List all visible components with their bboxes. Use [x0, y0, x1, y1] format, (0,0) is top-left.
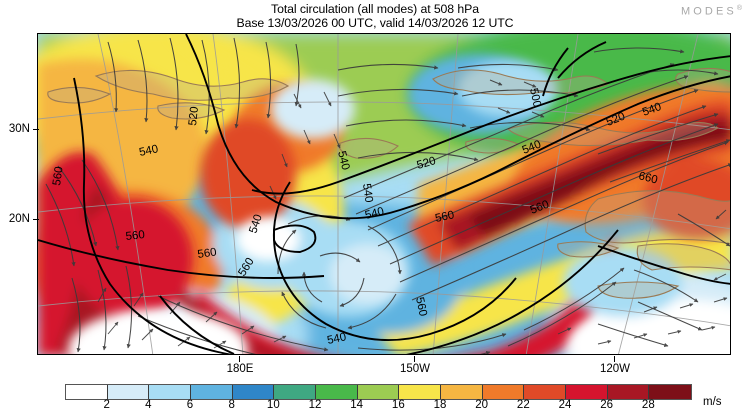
- colorbar-tick-8: 8: [228, 399, 235, 411]
- contour-label-540: 540: [364, 206, 386, 222]
- x-axis-label-120w: 120W: [599, 363, 631, 375]
- colorbar-segment-16-18: [399, 385, 441, 399]
- contour-label-560: 560: [413, 296, 429, 317]
- y-axis-label-30n: 30N: [8, 123, 30, 135]
- colorbar-segment-2-4: [107, 385, 150, 399]
- contour-label-520: 520: [187, 106, 201, 126]
- colorbar-segment-22-24: [524, 385, 566, 399]
- x-axis-label-180e: 180E: [226, 363, 254, 375]
- x-axis-tick: [239, 356, 241, 362]
- contour-label-660: 660: [637, 170, 659, 186]
- colorbar-unit-label: m/s: [703, 396, 722, 408]
- contour-label-560: 560: [434, 209, 455, 225]
- colorbar-tick-6: 6: [186, 399, 194, 411]
- x-axis-label-150w: 150W: [399, 363, 431, 375]
- colorbar-tick-18: 18: [433, 399, 447, 411]
- colorbar-segment-18-20: [440, 385, 483, 399]
- y-axis-tick: [33, 129, 39, 131]
- colorbar-tick-16: 16: [391, 399, 405, 411]
- colorbar-tick-12: 12: [308, 399, 322, 411]
- x-axis-tick: [614, 356, 616, 362]
- brand-logo: MODES®: [681, 5, 742, 18]
- y-axis-tick: [33, 219, 39, 221]
- geopotential-contours: [38, 34, 730, 354]
- page-title: Total circulation (all modes) at 508 hPa: [271, 2, 479, 16]
- y-axis-label-20n: 20N: [8, 213, 30, 225]
- colorbar-segment-8-10: [232, 385, 275, 399]
- chart-title-block: Total circulation (all modes) at 508 hPa…: [0, 2, 750, 30]
- contour-label-540: 540: [360, 183, 375, 204]
- colorbar-tick-28: 28: [641, 399, 655, 411]
- x-axis-tick: [414, 356, 416, 362]
- colorbar-segment-28-30: [649, 385, 691, 399]
- colorbar-segment-20-22: [482, 385, 525, 399]
- colorbar: [65, 384, 692, 400]
- contour-labels: 560 560 560 560 540 540 540 540 540 540 …: [51, 87, 663, 347]
- contour-label-560: 560: [51, 166, 66, 187]
- colorbar-segment-4-6: [149, 385, 191, 399]
- contour-label-540: 540: [335, 150, 351, 172]
- colorbar-tick-10: 10: [266, 399, 280, 411]
- colorbar-tick-2: 2: [103, 399, 110, 411]
- wind-speed-field: 560 560 560 560 540 540 540 540 540 540 …: [38, 34, 730, 354]
- colorbar-segment-6-8: [190, 385, 233, 399]
- contour-label-500: 500: [527, 87, 543, 108]
- colorbar-tick-22: 22: [516, 399, 530, 411]
- contour-label-540: 540: [247, 213, 264, 235]
- page-subtitle: Base 13/03/2026 00 UTC, valid 14/03/2026…: [236, 16, 514, 30]
- colorbar-tick-20: 20: [475, 399, 489, 411]
- brand-text: MODES: [680, 5, 737, 18]
- wind-barbs: [97, 79, 728, 349]
- colorbar-tick-24: 24: [558, 399, 572, 411]
- brand-registered-mark: ®: [736, 5, 742, 12]
- colorbar-segment-14-16: [357, 385, 400, 399]
- colorbar-segment-0-2: [66, 385, 108, 399]
- contour-label-540: 540: [138, 143, 159, 159]
- contour-label-560: 560: [125, 229, 145, 243]
- colorbar-segment-24-26: [565, 385, 608, 399]
- map-plot-area: 560 560 560 560 540 540 540 540 540 540 …: [37, 33, 731, 355]
- colorbar-segment-10-12: [274, 385, 316, 399]
- contour-label-540: 540: [326, 331, 347, 347]
- streamlines: [45, 37, 730, 354]
- colorbar-segment-26-28: [607, 385, 650, 399]
- contour-label-560: 560: [197, 246, 218, 261]
- colorbar-tick-4: 4: [145, 399, 152, 411]
- colorbar-tick-26: 26: [600, 399, 614, 411]
- colorbar-segment-12-14: [315, 385, 358, 399]
- contour-label-520: 520: [416, 155, 438, 172]
- colorbar-tick-14: 14: [350, 399, 364, 411]
